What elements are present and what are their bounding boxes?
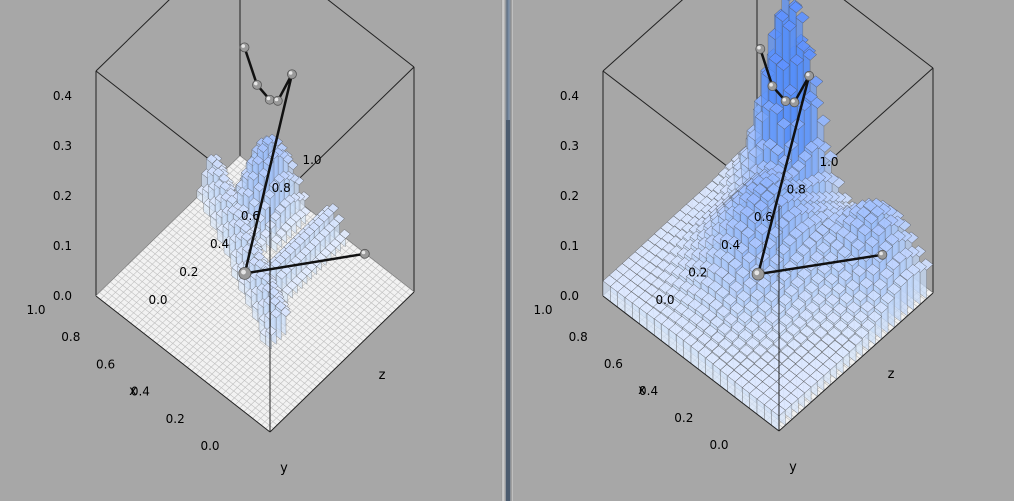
- path-marker-highlight: [266, 96, 271, 101]
- x-tick-label: 0.2: [166, 412, 185, 426]
- y-axis-label: y: [789, 460, 797, 475]
- left-plot-panel[interactable]: 0.0 0.2 0.4 0.6 0.8 1.0 0.0 0.2 0.4 0.6 0.8 1.0 0.0 0…: [0, 0, 501, 501]
- v-tick-label: 0.0: [53, 289, 72, 303]
- y-axis-label: y: [280, 461, 288, 476]
- x-tick-label: 0.6: [96, 357, 115, 371]
- divider-handle[interactable]: [506, 120, 510, 501]
- path-marker-highlight: [274, 97, 279, 102]
- x-tick-label: 0.0: [709, 438, 728, 452]
- bounding-box-edge: [843, 0, 934, 69]
- path-marker: [272, 95, 283, 106]
- v-tick-label: 0.4: [53, 89, 72, 103]
- path-marker: [287, 69, 297, 80]
- path-marker: [789, 97, 800, 108]
- path-marker: [264, 94, 275, 105]
- x-axis-label: x: [129, 384, 137, 399]
- path-marker-highlight: [288, 71, 293, 75]
- z-tick-label: 0.2: [688, 265, 707, 279]
- bounding-box-edge: [95, 0, 170, 72]
- surface-facet: [787, 0, 791, 2]
- path-marker-highlight: [806, 72, 810, 77]
- path-marker-highlight: [241, 44, 245, 48]
- path-marker-highlight: [782, 97, 787, 102]
- z-tick-label: 0.8: [272, 181, 291, 195]
- plot-group: 0.0 0.2 0.4 0.6 0.8 1.0 0.0 0.2 0.4 0.6 0.8 1.0 0.0 0…: [26, 0, 415, 476]
- v-tick-label: 0.3: [560, 139, 579, 153]
- x-tick-label: 0.8: [569, 330, 588, 344]
- z-tick-label: 0.2: [179, 265, 198, 279]
- z-tick-label: 1.0: [819, 155, 838, 169]
- x-tick-label: 0.6: [604, 357, 623, 371]
- x-tick-label: 1.0: [533, 303, 552, 317]
- path-marker-highlight: [757, 45, 761, 50]
- path-marker-highlight: [769, 83, 773, 87]
- z-tick-label: 0.4: [721, 238, 740, 252]
- path-marker: [239, 42, 250, 53]
- v-tick-label: 0.1: [53, 239, 72, 253]
- v-tick-label: 0.2: [53, 189, 72, 203]
- path-marker-highlight: [241, 269, 246, 275]
- v-tick-label: 0.1: [560, 239, 579, 253]
- bounding-box-edge: [602, 0, 683, 72]
- x-tick-label: 0.0: [200, 439, 219, 453]
- path-marker: [767, 81, 778, 92]
- x-tick-label: 0.4: [639, 384, 658, 398]
- path-marker: [359, 248, 370, 259]
- bounding-box-edge: [327, 0, 415, 68]
- v-tick-label: 0.3: [53, 139, 72, 153]
- x-tick-label: 0.2: [674, 411, 693, 425]
- x-tick-label: 0.4: [131, 385, 150, 399]
- x-tick-label: 1.0: [26, 303, 45, 317]
- surface-wall: [271, 239, 278, 253]
- v-tick-label: 0.2: [560, 189, 579, 203]
- plot-group: 0.0 0.2 0.4 0.6 0.8 1.0 0.0 0.2 0.4 0.6 0.8 1.0 0.0 0…: [533, 0, 934, 475]
- z-tick-label: 0.0: [655, 293, 674, 307]
- z-tick-label: 0.4: [210, 237, 229, 251]
- path-marker: [804, 70, 815, 81]
- z-tick-label: 0.0: [148, 293, 167, 307]
- x-axis-label: x: [638, 383, 646, 398]
- path-marker: [252, 79, 262, 90]
- right-plot-panel[interactable]: 0.0 0.2 0.4 0.6 0.8 1.0 0.0 0.2 0.4 0.6 0.8 1.0 0.0 0…: [513, 0, 1014, 501]
- path-marker-highlight: [754, 270, 760, 276]
- path-marker: [755, 44, 766, 54]
- v-tick-label: 0.0: [560, 289, 579, 303]
- bounding-box-edge: [778, 292, 934, 432]
- bounding-box-edge: [602, 295, 780, 432]
- path-marker-highlight: [253, 81, 258, 86]
- x-tick-label: 0.8: [61, 330, 80, 344]
- path-marker-highlight: [879, 251, 883, 256]
- left-3d-surface-plot[interactable]: 0.0 0.2 0.4 0.6 0.8 1.0 0.0 0.2 0.4 0.6 0.8 1.0 0.0 0…: [0, 0, 501, 501]
- v-tick-label: 0.4: [560, 89, 579, 103]
- path-marker-highlight: [361, 250, 366, 255]
- bounding-box-edge: [95, 295, 271, 433]
- path-marker-highlight: [791, 99, 795, 103]
- bounding-box-edge: [269, 291, 415, 433]
- path-marker: [780, 96, 791, 106]
- path-marker: [877, 249, 888, 260]
- right-3d-surface-plot[interactable]: 0.0 0.2 0.4 0.6 0.8 1.0 0.0 0.2 0.4 0.6 0.8 1.0 0.0 0…: [513, 0, 1014, 501]
- z-tick-label: 0.6: [241, 209, 260, 223]
- z-tick-label: 1.0: [302, 153, 321, 167]
- z-axis-label: z: [888, 367, 895, 382]
- z-axis-label: z: [379, 368, 386, 383]
- z-tick-label: 0.8: [787, 183, 806, 197]
- z-tick-label: 0.6: [754, 210, 773, 224]
